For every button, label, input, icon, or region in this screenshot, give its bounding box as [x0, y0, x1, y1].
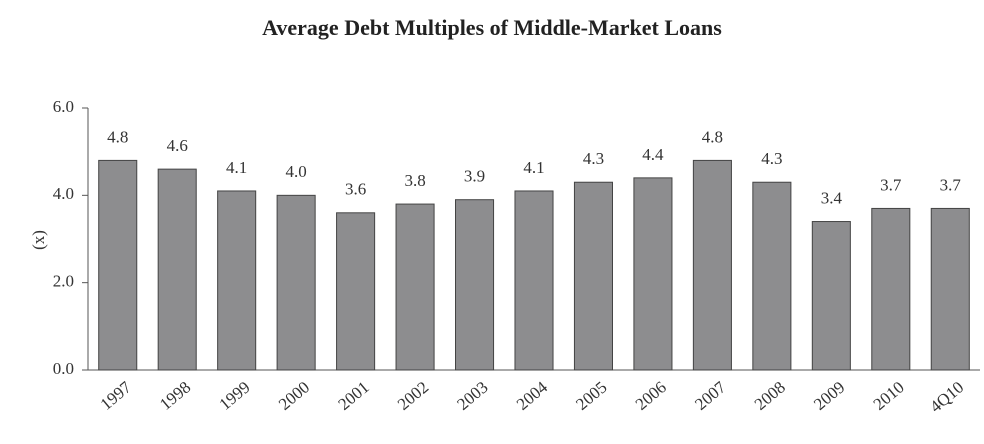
data-label: 3.7	[880, 175, 902, 194]
bar	[336, 212, 376, 371]
bar	[871, 207, 911, 371]
x-tick-label: 2000	[275, 378, 313, 414]
data-label: 3.8	[404, 171, 425, 190]
bar	[692, 159, 732, 371]
bar	[752, 181, 792, 371]
data-label: 4.3	[583, 149, 604, 168]
data-label: 4.8	[702, 127, 723, 146]
y-tick-label: 4.0	[53, 184, 74, 203]
bar	[633, 177, 673, 371]
x-tick-label: 1999	[215, 378, 253, 414]
y-axis-label: (x)	[29, 230, 48, 250]
x-tick-label: 2010	[870, 378, 908, 414]
data-label: 4.1	[523, 158, 544, 177]
x-tick-label: 2001	[334, 378, 372, 414]
bar	[811, 221, 851, 371]
bar	[98, 159, 138, 371]
bar	[455, 199, 495, 371]
bar	[217, 190, 257, 371]
x-tick-label: 4Q10	[926, 378, 967, 417]
bar	[157, 168, 197, 371]
bar	[395, 203, 435, 371]
data-label: 4.3	[761, 149, 782, 168]
bar	[276, 194, 316, 371]
bar	[514, 190, 554, 371]
x-tick-label: 2006	[632, 378, 670, 414]
data-label: 4.6	[167, 136, 188, 155]
bar	[930, 207, 970, 371]
x-tick-label: 2009	[810, 378, 848, 414]
x-tick-label: 2005	[572, 378, 610, 414]
data-label: 3.4	[821, 188, 843, 207]
data-label: 4.1	[226, 158, 247, 177]
x-tick-label: 2004	[513, 377, 552, 414]
chart-title: Average Debt Multiples of Middle-Market …	[262, 15, 722, 40]
data-label: 4.4	[642, 145, 664, 164]
x-tick-label: 2002	[394, 378, 432, 414]
y-tick-label: 6.0	[53, 97, 74, 116]
data-label: 3.7	[940, 175, 962, 194]
data-label: 3.9	[464, 167, 485, 186]
x-tick-label: 1998	[156, 378, 194, 414]
x-tick-label: 2003	[453, 378, 491, 414]
y-tick-label: 0.0	[53, 359, 74, 378]
x-tick-label: 2007	[691, 377, 730, 414]
x-tick-label: 2008	[751, 378, 789, 414]
data-label: 3.6	[345, 180, 366, 199]
x-tick-label: 1997	[97, 377, 136, 414]
data-label: 4.8	[107, 127, 128, 146]
data-label: 4.0	[286, 162, 307, 181]
y-tick-label: 2.0	[53, 272, 74, 291]
bar	[573, 181, 613, 371]
